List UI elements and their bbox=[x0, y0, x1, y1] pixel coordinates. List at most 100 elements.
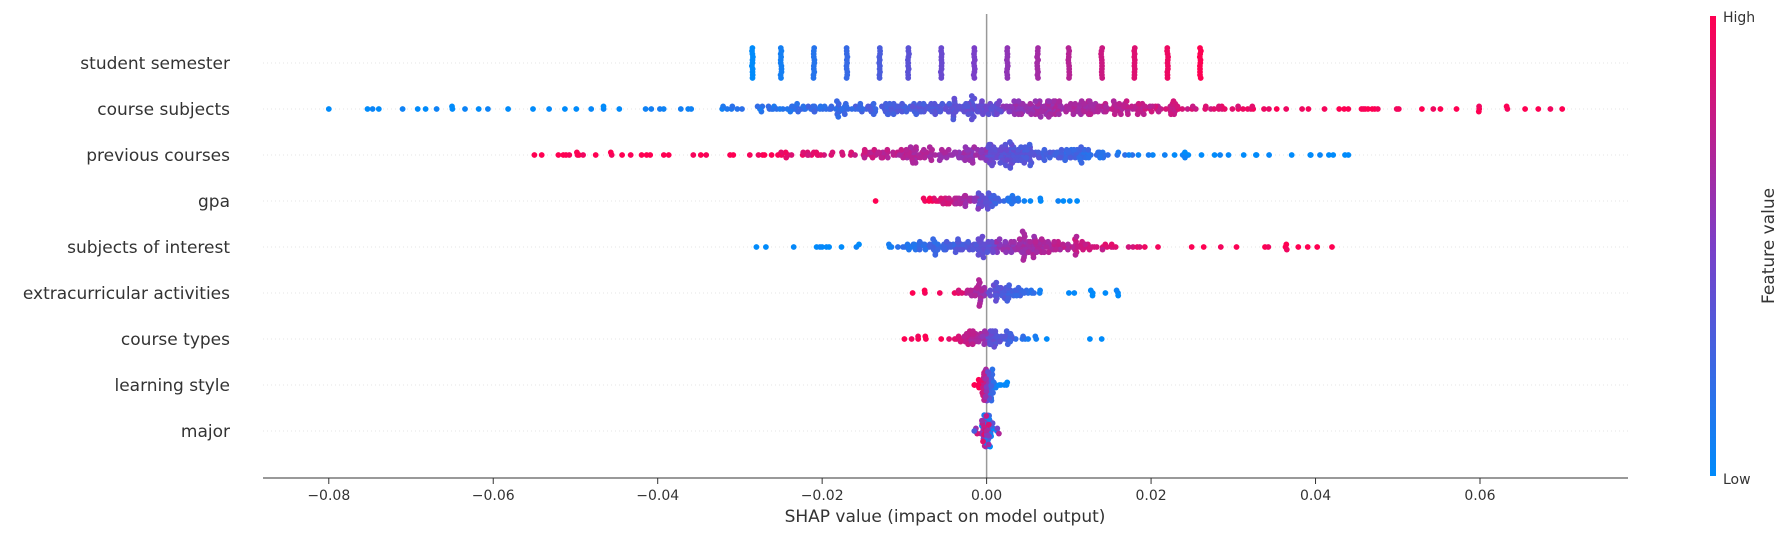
shap-point-course-subjects bbox=[1321, 106, 1328, 112]
shap-point-previous-courses bbox=[1345, 152, 1352, 158]
shap-point-course-types bbox=[1020, 333, 1026, 340]
shap-point-subjects-of-interest bbox=[1233, 244, 1240, 250]
shap-point-course-subjects bbox=[739, 106, 745, 112]
shap-point-previous-courses bbox=[1036, 154, 1042, 161]
shap-point-learning-style bbox=[971, 382, 978, 388]
shap-point-subjects-of-interest bbox=[895, 244, 901, 250]
shap-point-course-subjects bbox=[800, 103, 807, 110]
shap-point-previous-courses bbox=[979, 154, 986, 161]
shap-point-previous-courses bbox=[1078, 159, 1085, 166]
shap-point-course-subjects bbox=[1522, 106, 1528, 112]
shap-point-subjects-of-interest bbox=[1141, 244, 1148, 250]
shap-point-subjects-of-interest bbox=[930, 236, 936, 243]
shap-point-course-subjects bbox=[364, 106, 371, 112]
shap-point-subjects-of-interest bbox=[838, 244, 845, 250]
shap-point-previous-courses bbox=[1326, 152, 1332, 158]
shap-point-extracurricular-activities bbox=[909, 290, 916, 296]
colorbar-high-label: High bbox=[1723, 10, 1755, 26]
shap-point-course-subjects bbox=[546, 106, 552, 112]
shap-point-subjects-of-interest bbox=[1086, 246, 1093, 253]
shap-point-subjects-of-interest bbox=[906, 246, 912, 253]
shap-point-previous-courses bbox=[997, 146, 1003, 153]
shap-point-course-subjects bbox=[1216, 103, 1222, 110]
shap-point-student-semester bbox=[876, 75, 883, 81]
shap-point-course-subjects bbox=[787, 108, 794, 115]
shap-point-extracurricular-activities bbox=[976, 303, 983, 309]
shap-point-subjects-of-interest bbox=[817, 244, 823, 250]
shap-point-previous-courses bbox=[761, 152, 768, 158]
shap-point-course-subjects bbox=[562, 106, 568, 112]
shap-point-subjects-of-interest bbox=[900, 244, 906, 250]
shap-point-course-types bbox=[915, 333, 921, 340]
shap-point-previous-courses bbox=[1003, 162, 1009, 169]
feature-label-learning-style: learning style bbox=[114, 376, 230, 396]
shap-point-course-subjects bbox=[1125, 111, 1131, 118]
feature-labels: student semester course subjects previous … bbox=[23, 54, 230, 442]
shap-point-previous-courses bbox=[1007, 139, 1013, 145]
shap-point-course-subjects bbox=[1174, 103, 1181, 110]
shap-point-previous-courses bbox=[566, 152, 573, 158]
shap-point-subjects-of-interest bbox=[980, 254, 987, 261]
shap-point-course-subjects bbox=[1240, 106, 1246, 112]
shap-point-course-subjects bbox=[462, 106, 468, 112]
shap-point-gpa bbox=[982, 195, 989, 202]
shap-point-course-subjects bbox=[932, 111, 939, 118]
shap-point-previous-courses bbox=[746, 152, 753, 158]
shap-point-previous-courses bbox=[1288, 152, 1295, 158]
shap-point-previous-courses bbox=[1097, 154, 1103, 161]
shap-point-course-types bbox=[987, 341, 994, 348]
shap-point-course-subjects bbox=[588, 106, 595, 112]
shap-point-subjects-of-interest bbox=[1041, 249, 1047, 256]
shap-point-course-types bbox=[1003, 328, 1010, 335]
shap-point-course-subjects bbox=[805, 103, 812, 110]
shap-point-extracurricular-activities bbox=[1031, 290, 1037, 296]
shap-point-previous-courses bbox=[1211, 152, 1218, 158]
shap-point-course-subjects bbox=[1336, 106, 1343, 112]
shap-point-course-subjects bbox=[841, 111, 848, 118]
shap-point-subjects-of-interest bbox=[1025, 249, 1032, 256]
shap-point-gpa bbox=[985, 190, 992, 197]
shap-point-course-subjects bbox=[1305, 106, 1312, 112]
shap-point-extracurricular-activities bbox=[1087, 287, 1094, 294]
x-tick-label: 0.06 bbox=[1464, 488, 1495, 504]
shap-point-gpa bbox=[957, 200, 963, 207]
shap-point-subjects-of-interest bbox=[1033, 249, 1040, 256]
shap-point-gpa bbox=[962, 192, 969, 199]
feature-label-gpa: gpa bbox=[198, 192, 230, 212]
shap-point-course-subjects bbox=[1095, 103, 1102, 110]
shap-point-previous-courses bbox=[1105, 152, 1111, 158]
shap-point-subjects-of-interest bbox=[943, 238, 950, 245]
shap-point-subjects-of-interest bbox=[1130, 244, 1136, 250]
shap-point-subjects-of-interest bbox=[1073, 233, 1080, 240]
shap-point-course-subjects bbox=[433, 106, 440, 112]
shap-point-previous-courses bbox=[861, 154, 868, 161]
shap-point-course-subjects bbox=[1134, 111, 1141, 118]
shap-point-course-subjects bbox=[884, 111, 891, 118]
shap-point-course-subjects bbox=[642, 106, 649, 112]
shap-point-course-subjects bbox=[1147, 103, 1153, 110]
shap-point-course-subjects bbox=[1365, 106, 1371, 112]
shap-point-extracurricular-activities bbox=[1015, 284, 1022, 291]
shap-point-course-subjects bbox=[1112, 108, 1119, 115]
shap-point-course-subjects bbox=[600, 103, 607, 110]
shap-point-gpa bbox=[971, 195, 978, 202]
shap-point-course-subjects bbox=[765, 103, 772, 110]
shap-point-previous-courses bbox=[1085, 146, 1092, 153]
shap-point-course-subjects bbox=[1116, 100, 1123, 107]
shap-point-course-types bbox=[963, 330, 970, 337]
shap-point-subjects-of-interest bbox=[1136, 244, 1143, 250]
shap-point-course-subjects bbox=[1475, 108, 1482, 115]
shap-point-previous-courses bbox=[555, 152, 562, 158]
shap-point-previous-courses bbox=[580, 152, 586, 158]
shap-point-subjects-of-interest bbox=[955, 236, 961, 243]
shap-point-previous-courses bbox=[896, 152, 903, 158]
colorbar-low-label: Low bbox=[1723, 472, 1751, 488]
shap-point-previous-courses bbox=[890, 149, 896, 156]
shap-point-subjects-of-interest bbox=[1329, 244, 1335, 250]
shap-point-subjects-of-interest bbox=[996, 236, 1003, 243]
shap-point-extracurricular-activities bbox=[972, 292, 978, 299]
shap-point-learning-style bbox=[1004, 379, 1011, 386]
shap-point-extracurricular-activities bbox=[921, 287, 928, 294]
shap-point-course-subjects bbox=[1050, 98, 1057, 105]
shap-point-extracurricular-activities bbox=[1071, 290, 1078, 296]
